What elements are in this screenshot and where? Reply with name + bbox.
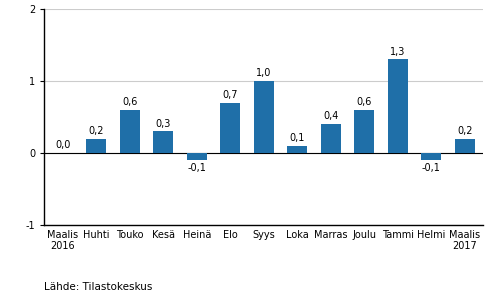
- Text: Lähde: Tilastokeskus: Lähde: Tilastokeskus: [44, 282, 153, 292]
- Bar: [187, 153, 207, 160]
- Bar: [455, 139, 475, 153]
- Text: 0,7: 0,7: [222, 90, 238, 100]
- Bar: [220, 103, 240, 153]
- Bar: [287, 146, 307, 153]
- Bar: [421, 153, 441, 160]
- Bar: [153, 131, 174, 153]
- Text: -0,1: -0,1: [187, 163, 206, 173]
- Text: 0,1: 0,1: [289, 133, 305, 143]
- Text: 1,3: 1,3: [390, 47, 405, 57]
- Bar: [254, 81, 274, 153]
- Text: 1,0: 1,0: [256, 68, 272, 78]
- Text: 0,6: 0,6: [356, 97, 372, 107]
- Text: 0,2: 0,2: [89, 126, 104, 136]
- Bar: [354, 110, 374, 153]
- Text: 0,3: 0,3: [156, 119, 171, 129]
- Bar: [320, 124, 341, 153]
- Text: 0,0: 0,0: [55, 140, 70, 150]
- Bar: [120, 110, 140, 153]
- Bar: [387, 60, 408, 153]
- Text: 0,6: 0,6: [122, 97, 138, 107]
- Text: 0,4: 0,4: [323, 111, 338, 121]
- Text: 0,2: 0,2: [457, 126, 472, 136]
- Bar: [86, 139, 106, 153]
- Text: -0,1: -0,1: [422, 163, 441, 173]
